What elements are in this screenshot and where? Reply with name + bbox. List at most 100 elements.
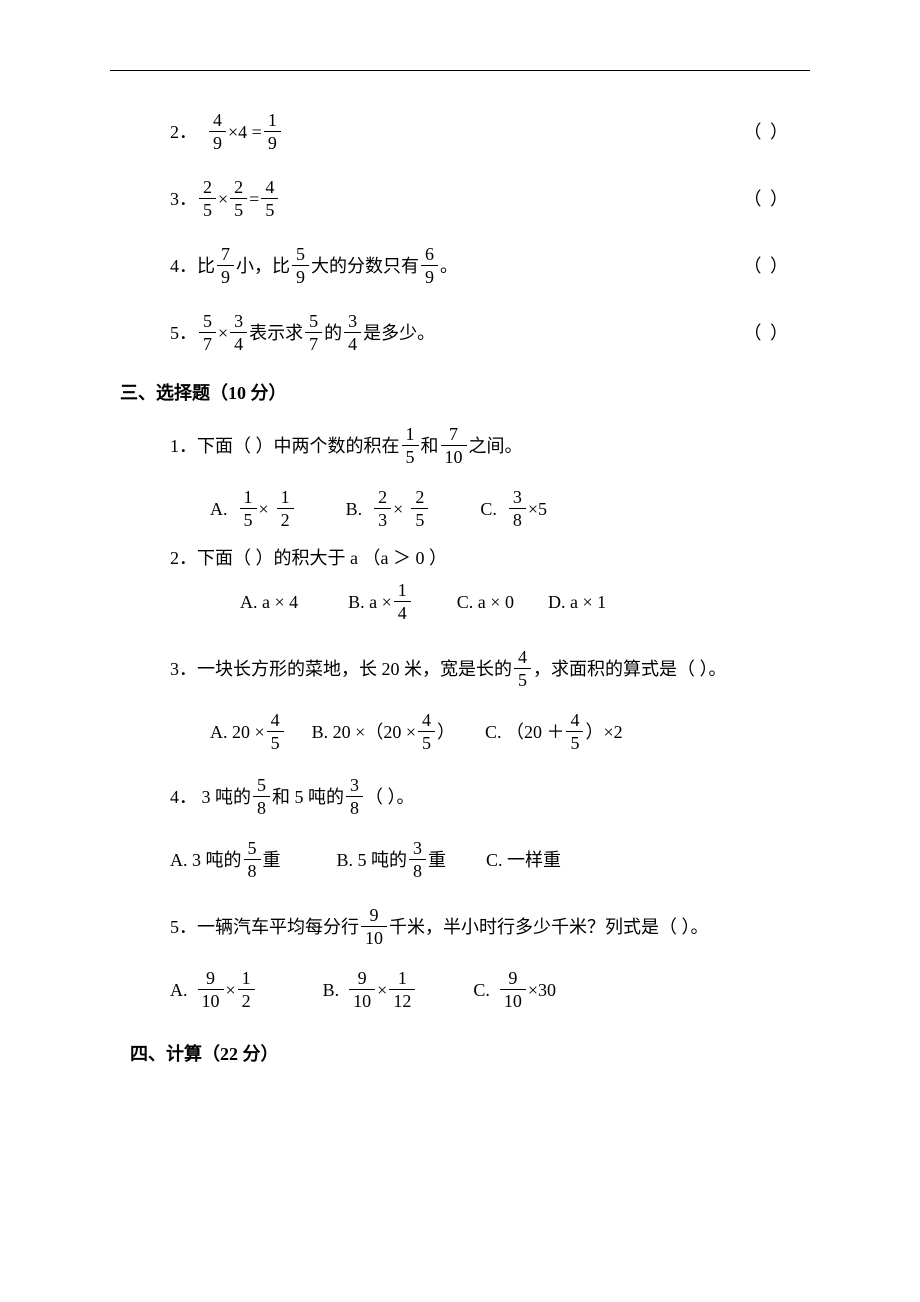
fraction: 15 <box>402 425 419 466</box>
answer-paren: （ ） <box>744 257 811 275</box>
mc-q5-options: A. 910 × 12 B. 910 × 112 C. 910 ×30 <box>110 969 810 1010</box>
opt-a-label: A. 3 吨的 <box>170 851 242 869</box>
text: × <box>226 981 236 999</box>
text: 和 5 吨的 <box>272 788 344 806</box>
opt-c: C. 一样重 <box>486 851 561 869</box>
text: （ ）。 <box>365 788 415 806</box>
q-text: 1．下面（ ）中两个数的积在 <box>170 437 400 455</box>
q-num: 2． <box>170 123 197 141</box>
opt-c-label: C. （20 ＋ <box>485 723 565 741</box>
fraction: 69 <box>421 245 438 286</box>
fraction: 12 <box>277 488 294 529</box>
text: 的 <box>324 324 342 342</box>
answer-paren: （ ） <box>744 123 811 141</box>
text: ，求面积的算式是（ ）。 <box>533 660 727 678</box>
opt-a: A. a × 4 <box>240 593 298 611</box>
opt-b-label: B. 5 吨的 <box>337 851 408 869</box>
fraction: 58 <box>253 776 270 817</box>
tf-q5: 5． 57 × 34 表示求 57 的 34 是多少。 （ ） <box>110 312 810 353</box>
mc-q3-options: A. 20 × 45 B. 20 ×（20 × 45 ） C. （20 ＋ 45… <box>110 711 810 752</box>
text: 小，比 <box>236 257 290 275</box>
opt-c: C. a × 0 <box>457 593 514 611</box>
fraction: 19 <box>264 111 281 152</box>
fraction: 15 <box>240 488 257 529</box>
tf-q2: 2． 49 ×4 = 19 （ ） <box>110 111 810 152</box>
text: = <box>249 190 259 208</box>
fraction: 59 <box>292 245 309 286</box>
mc-q3: 3．一块长方形的菜地，长 20 米，宽是长的 45 ，求面积的算式是（ ）。 <box>110 648 810 689</box>
text: 表示求 <box>249 324 303 342</box>
opt-a-label: A. 20 × <box>210 723 265 741</box>
tf-q4: 4．比 79 小，比 59 大的分数只有 69 。 （ ） <box>110 245 810 286</box>
fraction: 25 <box>411 488 428 529</box>
q-num: 3． <box>170 190 197 208</box>
fraction: 25 <box>199 178 216 219</box>
opt-b-label: B. <box>346 500 363 518</box>
opt-c-label: C. <box>480 500 497 518</box>
fraction: 45 <box>418 711 435 752</box>
text: 和 <box>421 437 439 455</box>
mc-q1-options: A. 15 × 12 B. 23 × 25 C. 38 ×5 <box>110 488 810 529</box>
fraction: 34 <box>230 312 247 353</box>
text: ） <box>437 723 455 741</box>
fraction: 112 <box>389 969 415 1010</box>
fraction: 49 <box>209 111 226 152</box>
opt-b-label: B. a × <box>348 593 392 611</box>
fraction: 45 <box>514 648 531 689</box>
fraction: 12 <box>238 969 255 1010</box>
text: × <box>218 324 228 342</box>
text: × <box>377 981 387 999</box>
fraction: 710 <box>441 425 467 466</box>
mc-q4-options: A. 3 吨的 58 重 B. 5 吨的 38 重 C. 一样重 <box>110 839 810 880</box>
text: 之间。 <box>469 437 523 455</box>
fraction: 910 <box>198 969 224 1010</box>
text: 重 <box>428 851 446 869</box>
q-text: 5．一辆汽车平均每分行 <box>170 918 359 936</box>
text: 重 <box>263 851 281 869</box>
tf-q3: 3． 25 × 25 = 45 （ ） <box>110 178 810 219</box>
text: 是多少。 <box>363 324 435 342</box>
fraction: 910 <box>500 969 526 1010</box>
text: ×30 <box>528 981 556 999</box>
text: ×5 <box>528 500 547 518</box>
q-text: 2．下面（ ）的积大于 a （a ＞ 0 ） <box>170 549 447 567</box>
opt-c-label: C. <box>473 981 490 999</box>
top-rule <box>110 70 810 71</box>
fraction: 57 <box>199 312 216 353</box>
text: ×4 = <box>228 123 262 141</box>
opt-a-label: A. <box>210 500 228 518</box>
fraction: 25 <box>230 178 247 219</box>
fraction: 58 <box>244 839 261 880</box>
fraction: 79 <box>217 245 234 286</box>
opt-b-label: B. <box>323 981 340 999</box>
answer-paren: （ ） <box>744 190 811 208</box>
fraction: 57 <box>305 312 322 353</box>
mc-q2-options: A. a × 4 B. a × 14 C. a × 0 D. a × 1 <box>110 581 810 622</box>
opt-a-label: A. <box>170 981 188 999</box>
fraction: 38 <box>509 488 526 529</box>
text: ）×2 <box>585 723 622 741</box>
text: × <box>259 500 269 518</box>
fraction: 45 <box>566 711 583 752</box>
q-num: 4．比 <box>170 257 215 275</box>
mc-q1: 1．下面（ ）中两个数的积在 15 和 710 之间。 <box>110 425 810 466</box>
fraction: 34 <box>344 312 361 353</box>
section-3-heading: 三、选择题（10 分） <box>120 379 810 405</box>
text: × <box>218 190 228 208</box>
text: 。 <box>440 257 458 275</box>
section-4-heading: 四、计算（22 分） <box>130 1040 810 1066</box>
text: 千米，半小时行多少千米？列式是（ ）。 <box>389 918 709 936</box>
q-text: 3．一块长方形的菜地，长 20 米，宽是长的 <box>170 660 512 678</box>
q-num: 5． <box>170 324 197 342</box>
fraction: 910 <box>349 969 375 1010</box>
mc-q5: 5．一辆汽车平均每分行 910 千米，半小时行多少千米？列式是（ ）。 <box>110 906 810 947</box>
fraction: 38 <box>409 839 426 880</box>
mc-q2: 2．下面（ ）的积大于 a （a ＞ 0 ） <box>110 549 810 567</box>
text: × <box>393 500 403 518</box>
answer-paren: （ ） <box>744 324 811 342</box>
fraction: 14 <box>394 581 411 622</box>
mc-q4: 4． 3 吨的 58 和 5 吨的 38 （ ）。 <box>110 776 810 817</box>
opt-b-label: B. 20 ×（20 × <box>312 723 416 741</box>
opt-d: D. a × 1 <box>548 593 606 611</box>
fraction: 45 <box>267 711 284 752</box>
